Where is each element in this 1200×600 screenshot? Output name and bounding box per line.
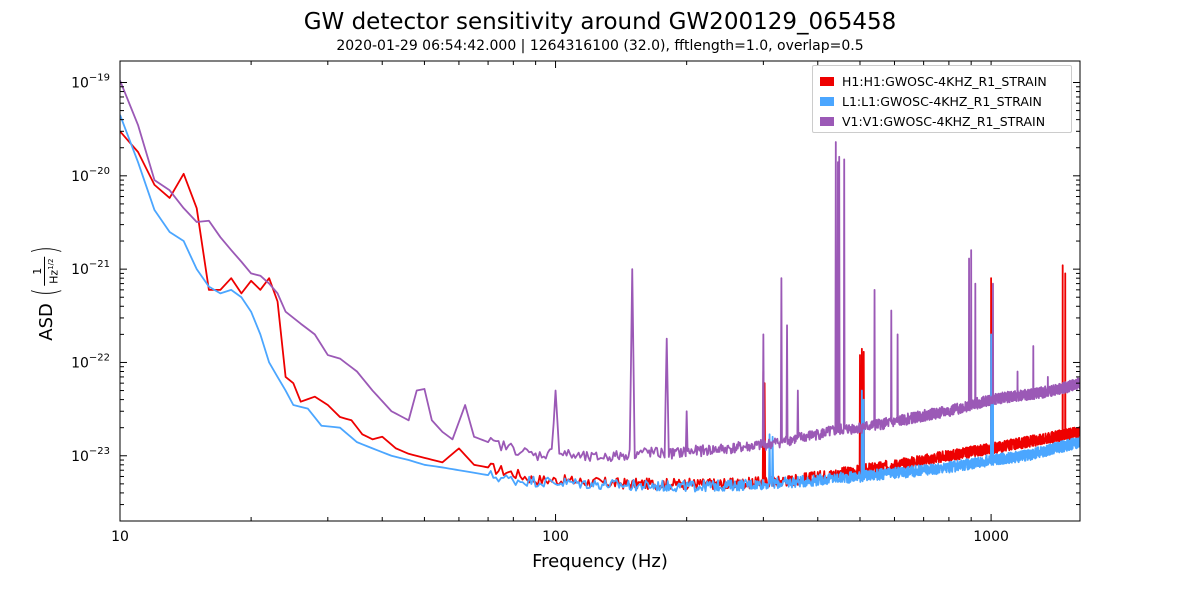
chart-title: GW detector sensitivity around GW200129_…	[303, 9, 897, 35]
legend-label-h1: H1:H1:GWOSC-4KHZ_R1_STRAIN	[842, 73, 1047, 89]
y-axis-label: ASD ( 1 Hz1/2 )	[26, 243, 66, 341]
plot-frame	[119, 60, 1081, 522]
x-axis-label: Frequency (Hz)	[532, 551, 668, 572]
chart-subtitle: 2020-01-29 06:54:42.000 | 1264316100 (32…	[336, 38, 864, 54]
x-tick-label: 1000	[973, 529, 1009, 545]
legend-swatch-h1	[820, 76, 834, 86]
legend-item-l1: L1:L1:GWOSC-4KHZ_R1_STRAIN	[820, 91, 1064, 111]
legend-swatch-l1	[820, 96, 834, 106]
y-tick-label: 10−19	[71, 73, 110, 92]
series-line-h1	[120, 130, 1080, 491]
y-tick-label: 10−20	[71, 166, 110, 185]
legend-label-v1: V1:V1:GWOSC-4KHZ_R1_STRAIN	[842, 113, 1046, 129]
x-tick-label: 10	[111, 529, 129, 545]
legend-label-l1: L1:L1:GWOSC-4KHZ_R1_STRAIN	[842, 93, 1042, 109]
y-unit-numerator: 1	[30, 267, 44, 275]
y-unit-denominator: Hz1/2	[43, 256, 61, 286]
y-tick-label: 10−22	[71, 352, 110, 371]
legend: H1:H1:GWOSC-4KHZ_R1_STRAIN L1:L1:GWOSC-4…	[812, 65, 1072, 133]
legend-item-v1: V1:V1:GWOSC-4KHZ_R1_STRAIN	[820, 111, 1064, 131]
y-tick-label: 10−23	[71, 446, 110, 465]
legend-swatch-v1	[820, 116, 834, 126]
y-axis-label-text: ASD	[35, 303, 57, 341]
y-tick-label: 10−21	[71, 259, 110, 278]
series-line-l1	[120, 114, 1080, 493]
y-axis-unit: ( 1 Hz1/2 )	[26, 245, 66, 297]
x-tick-label: 100	[542, 529, 569, 545]
legend-item-h1: H1:H1:GWOSC-4KHZ_R1_STRAIN	[820, 71, 1064, 91]
series-line-v1	[120, 80, 1080, 463]
